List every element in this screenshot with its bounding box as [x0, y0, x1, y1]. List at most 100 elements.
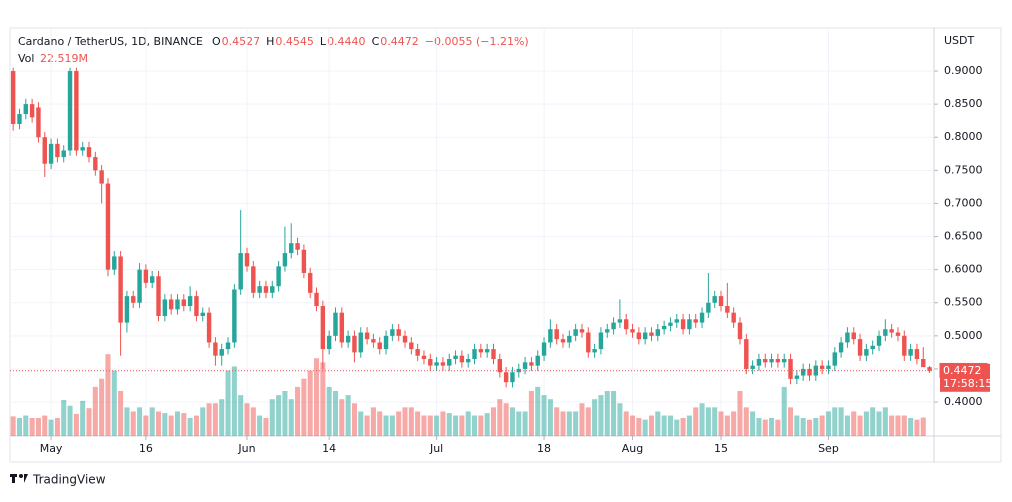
volume-bar	[851, 411, 857, 436]
volume-bar	[724, 415, 730, 436]
candle-body	[67, 71, 73, 151]
candle-body	[345, 335, 351, 343]
candle-body	[927, 367, 932, 371]
volume-bar	[889, 415, 895, 436]
volume-bar	[832, 407, 838, 436]
volume-bar	[288, 399, 294, 436]
candle-body	[661, 325, 667, 330]
candle-body	[55, 143, 60, 158]
volume-bar	[301, 378, 307, 436]
volume-bar	[541, 395, 547, 436]
volume-bar	[642, 419, 648, 436]
volume-bar	[623, 411, 629, 436]
volume-bar	[648, 415, 655, 436]
volume-bar	[212, 403, 218, 436]
candle-body	[592, 349, 597, 353]
candle-body	[586, 332, 591, 353]
volume-bar	[377, 411, 383, 436]
candle-body	[636, 332, 642, 340]
candle-body	[529, 362, 534, 366]
candle-body	[560, 339, 566, 343]
candle-body	[289, 243, 294, 254]
y-tick-label: 0.8000	[944, 130, 983, 143]
x-tick-label: 18	[537, 442, 551, 455]
candle-body	[326, 335, 332, 350]
candle-body	[788, 359, 793, 379]
volume-bar	[427, 415, 433, 436]
candle-body	[693, 319, 698, 323]
candle-body	[649, 332, 654, 336]
volume-bar	[307, 370, 313, 436]
volume-bar	[162, 413, 168, 436]
x-tick-label: 14	[322, 442, 336, 455]
volume-bar	[554, 407, 560, 436]
candle-body	[725, 306, 730, 313]
volume-bar	[99, 378, 105, 436]
volume-bar	[604, 391, 610, 436]
volume-bar	[364, 415, 370, 436]
candle-body	[143, 269, 149, 283]
candle-body	[36, 107, 41, 138]
volume-bar	[219, 399, 225, 436]
candle-body	[851, 332, 856, 340]
candle-body	[744, 339, 749, 369]
volume-bar	[92, 386, 98, 436]
volume-bar	[712, 407, 718, 436]
candle-body	[503, 372, 509, 383]
candle-body	[883, 329, 888, 336]
candle-body	[522, 362, 528, 369]
y-tick-label: 0.5500	[944, 296, 983, 309]
volume-bar	[193, 415, 199, 436]
volume-bar	[718, 411, 724, 436]
volume-bar	[775, 419, 781, 436]
volume-bar	[29, 418, 35, 436]
candle-body	[225, 342, 231, 350]
volume-bar	[535, 386, 541, 436]
volume-bar	[870, 407, 876, 436]
candle-body	[105, 183, 111, 270]
brand-logo	[10, 474, 28, 483]
volume-bar	[781, 386, 787, 436]
volume-bar	[86, 408, 92, 436]
candle-body	[307, 272, 313, 293]
volume-bar	[396, 411, 402, 436]
candle-body	[737, 322, 743, 340]
volume-bar	[440, 411, 446, 436]
volume-bar	[914, 419, 920, 436]
volume-bar	[547, 399, 553, 436]
candle-body	[756, 359, 762, 366]
candle-body	[409, 342, 414, 350]
candle-body	[680, 319, 686, 330]
ohlc-value: 0.4545	[275, 35, 314, 48]
volume-bar	[35, 418, 41, 436]
candle-body	[598, 332, 604, 350]
volume-bar	[756, 418, 762, 436]
candle-body	[213, 342, 218, 356]
volume-bar	[908, 418, 914, 436]
x-tick-label: 15	[714, 442, 728, 455]
volume-bar	[863, 411, 869, 436]
volume-bar	[655, 411, 661, 436]
volume-bar	[566, 411, 572, 436]
volume-bar	[560, 411, 566, 436]
volume-bar	[484, 413, 490, 436]
candle-body	[29, 104, 35, 118]
candle-body	[712, 296, 717, 303]
volume-bar	[73, 413, 79, 436]
candle-body	[763, 359, 768, 363]
volume-bar	[282, 391, 288, 436]
candle-body	[23, 104, 29, 115]
candle-body	[819, 365, 825, 369]
volume-bar	[345, 395, 351, 436]
volume-bar	[503, 403, 509, 436]
candle-body	[244, 253, 250, 267]
y-tick-label: 0.8500	[944, 97, 983, 110]
volume-bar	[332, 391, 339, 436]
candle-body	[17, 114, 22, 124]
candle-body	[838, 342, 844, 353]
currency: USDT	[944, 34, 975, 47]
candle-body	[175, 299, 180, 310]
candle-body	[320, 306, 326, 350]
volume-bar	[579, 403, 585, 436]
header: Cardano / TetherUS, 1D, BINANCE O 0.4527 H 0…	[18, 35, 529, 48]
